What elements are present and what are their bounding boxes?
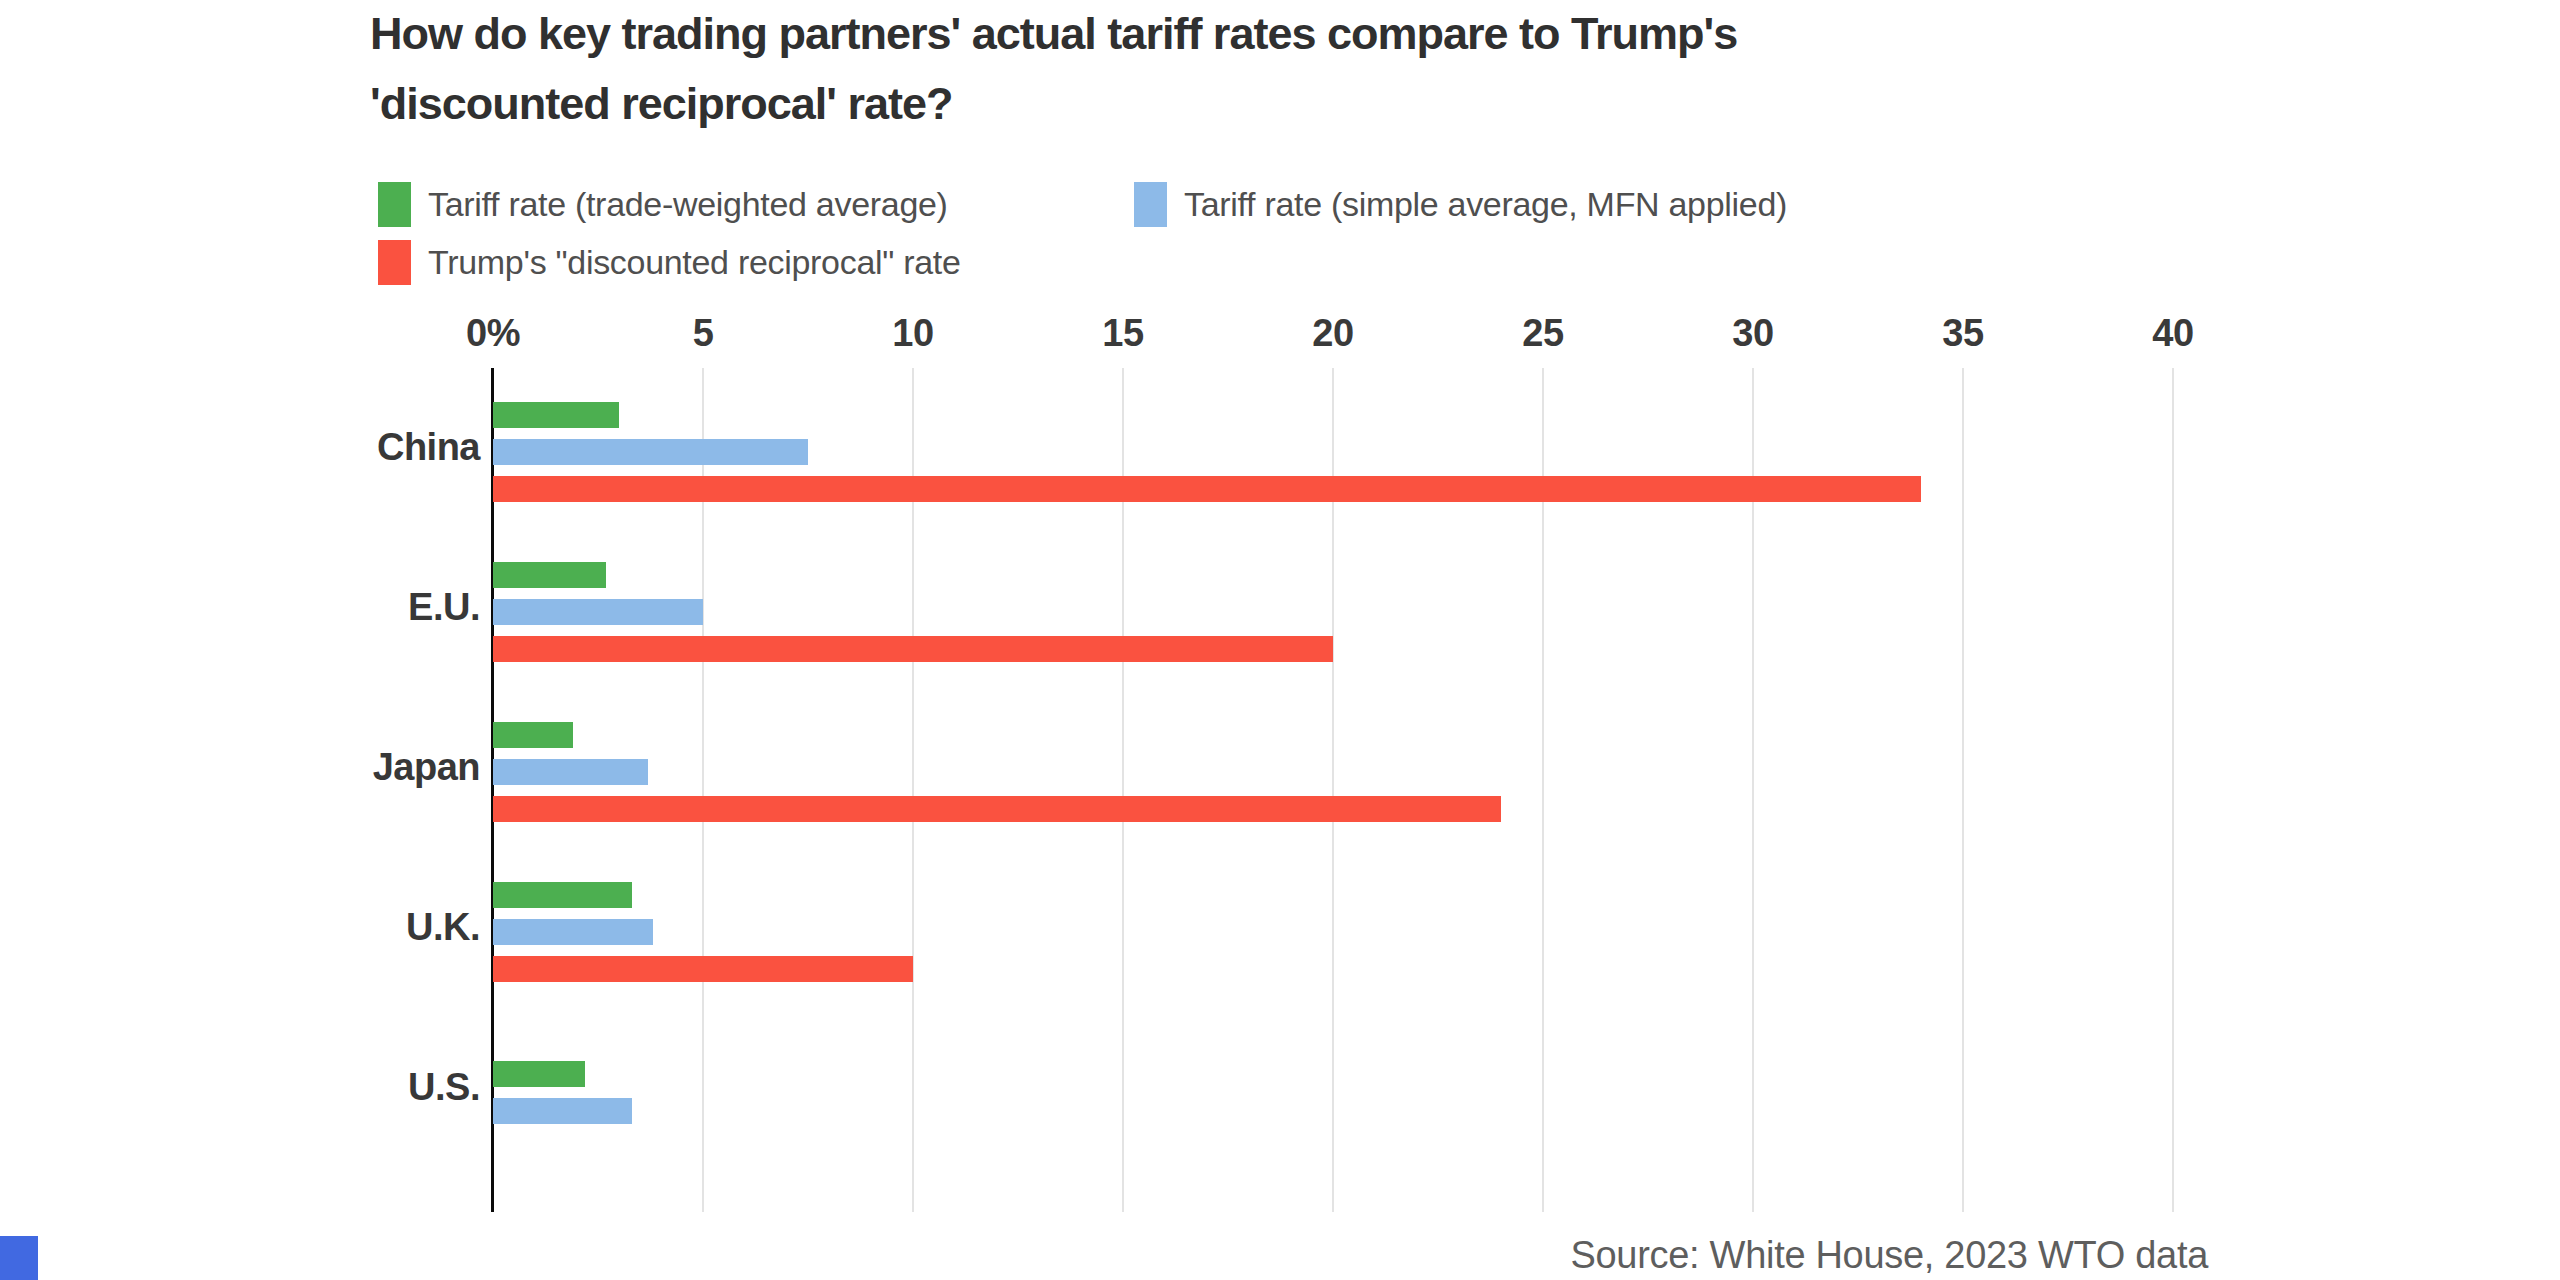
x-tick-label: 0%: [433, 312, 553, 355]
x-tick-label: 5: [643, 312, 763, 355]
bar-china: [493, 402, 619, 428]
x-tick-label: 10: [853, 312, 973, 355]
category-label: China: [150, 426, 480, 469]
bar-japan: [493, 759, 648, 785]
source-credit: Source: White House, 2023 WTO data: [1570, 1234, 2208, 1277]
category-label: U.K.: [150, 906, 480, 949]
x-tick-label: 30: [1693, 312, 1813, 355]
gridline: [1962, 368, 1964, 1212]
bar-japan: [493, 796, 1501, 822]
bar-china: [493, 439, 808, 465]
bar-eu: [493, 562, 606, 588]
tariff-chart-figure: How do key trading partners' actual tari…: [0, 0, 2560, 1280]
category-label: U.S.: [150, 1066, 480, 1109]
x-tick-label: 15: [1063, 312, 1183, 355]
bar-china: [493, 476, 1921, 502]
bar-uk: [493, 919, 653, 945]
bar-uk: [493, 956, 913, 982]
bar-us: [493, 1098, 632, 1124]
x-tick-label: 20: [1273, 312, 1393, 355]
publisher-logo-mark: [0, 1236, 38, 1280]
category-label: Japan: [150, 746, 480, 789]
bar-japan: [493, 722, 573, 748]
x-tick-label: 25: [1483, 312, 1603, 355]
bar-eu: [493, 599, 703, 625]
bar-eu: [493, 636, 1333, 662]
gridline: [2172, 368, 2174, 1212]
category-label: E.U.: [150, 586, 480, 629]
x-tick-label: 40: [2113, 312, 2233, 355]
x-tick-label: 35: [1903, 312, 2023, 355]
bar-us: [493, 1061, 585, 1087]
plot-area: 0% 5 10 15 20 25 30 35 40 China E.U. Japan U.K. U.S.: [0, 0, 2560, 1280]
bar-uk: [493, 882, 632, 908]
